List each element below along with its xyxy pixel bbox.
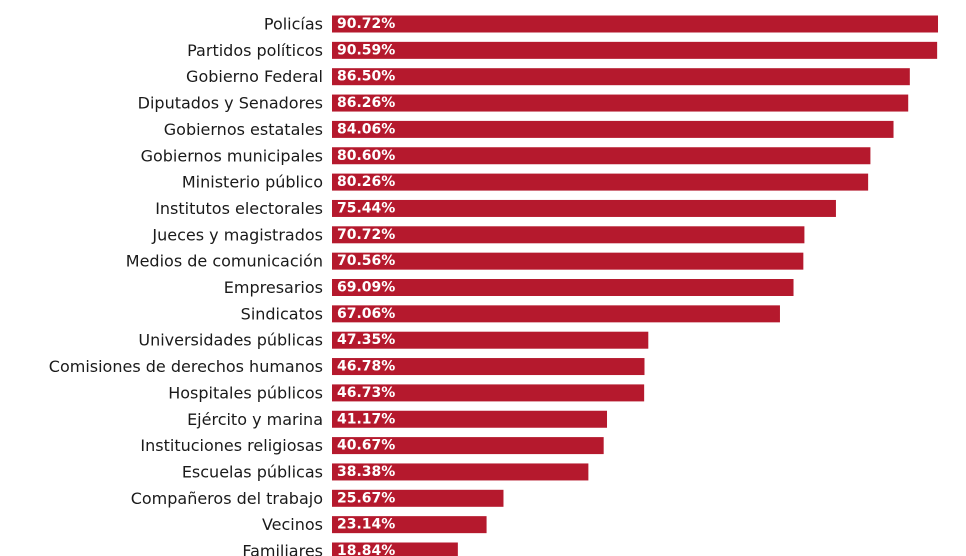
value-label: 86.26% <box>337 95 395 111</box>
bar-row: Medios de comunicación 70.56% <box>126 252 804 271</box>
category-label: Ejército y marina <box>187 410 323 429</box>
bar-row: Partidos políticos 90.59% <box>187 41 938 60</box>
category-label: Ministerio público <box>182 173 323 192</box>
bar <box>332 252 804 270</box>
bar <box>332 68 910 86</box>
bar-row: Gobierno Federal 86.50% <box>186 67 910 86</box>
bar-row: Ministerio público 80.26% <box>182 173 869 192</box>
bar-row: Diputados y Senadores 86.26% <box>138 94 909 113</box>
bar <box>332 199 836 217</box>
category-label: Compañeros del trabajo <box>131 489 323 508</box>
category-label: Gobiernos estatales <box>164 120 323 139</box>
value-label: 80.26% <box>337 174 395 190</box>
bar <box>332 358 645 376</box>
category-label: Empresarios <box>224 278 323 297</box>
bar <box>332 94 909 112</box>
bar-row: Gobiernos estatales 84.06% <box>164 120 894 139</box>
bar <box>332 463 589 481</box>
value-label: 70.56% <box>337 253 395 269</box>
bar <box>332 173 869 191</box>
category-label: Jueces y magistrados <box>151 225 323 244</box>
bar-row: Comisiones de derechos humanos 46.78% <box>49 357 645 376</box>
category-label: Medios de comunicación <box>126 252 323 271</box>
category-label: Sindicatos <box>241 304 323 323</box>
category-label: Familiares <box>242 542 323 556</box>
bar-row: Escuelas públicas 38.38% <box>182 462 589 481</box>
category-label: Vecinos <box>262 515 323 534</box>
category-label: Gobierno Federal <box>186 67 323 86</box>
value-label: 23.14% <box>337 517 395 533</box>
bar-row: Ejército y marina 41.17% <box>187 410 608 429</box>
bar <box>332 15 939 33</box>
bar <box>332 147 871 165</box>
bar-row: Policías 90.72% <box>264 15 939 34</box>
value-label: 69.09% <box>337 280 395 296</box>
value-label: 38.38% <box>337 464 395 480</box>
category-label: Policías <box>264 15 323 34</box>
category-label: Diputados y Senadores <box>138 94 323 113</box>
category-label: Gobiernos municipales <box>141 146 323 165</box>
value-label: 18.84% <box>337 543 395 556</box>
bar-row: Universidades públicas 47.35% <box>138 331 649 350</box>
bar <box>332 516 487 534</box>
bar <box>332 410 608 428</box>
bar-row: Empresarios 69.09% <box>224 278 794 297</box>
value-label: 70.72% <box>337 227 395 243</box>
bar-row: Instituciones religiosas 40.67% <box>140 436 604 455</box>
value-label: 80.60% <box>337 148 395 164</box>
value-label: 90.72% <box>337 16 395 32</box>
bar <box>332 120 894 138</box>
category-label: Universidades públicas <box>138 331 323 350</box>
bar <box>332 437 604 455</box>
value-label: 47.35% <box>337 332 395 348</box>
value-label: 86.50% <box>337 69 395 85</box>
value-label: 25.67% <box>337 490 395 506</box>
value-label: 46.78% <box>337 359 395 375</box>
bar <box>332 279 794 296</box>
value-label: 67.06% <box>337 306 395 322</box>
value-label: 90.59% <box>337 42 395 58</box>
bar <box>332 331 649 349</box>
value-label: 75.44% <box>337 200 395 216</box>
bar-row: Gobiernos municipales 80.60% <box>141 146 871 165</box>
bar-row: Vecinos 23.14% <box>262 515 487 534</box>
bar <box>332 226 805 244</box>
bar-row: Institutos electorales 75.44% <box>155 199 836 218</box>
bar-row: Sindicatos 67.06% <box>241 304 780 323</box>
value-label: 46.73% <box>337 385 395 401</box>
bar <box>332 542 458 556</box>
bar-row: Compañeros del trabajo 25.67% <box>131 489 504 508</box>
category-label: Escuelas públicas <box>182 462 323 481</box>
value-label: 84.06% <box>337 121 395 137</box>
bar <box>332 305 780 323</box>
category-label: Institutos electorales <box>155 199 323 218</box>
value-label: 41.17% <box>337 411 395 427</box>
bar-row: Jueces y magistrados 70.72% <box>151 225 805 244</box>
category-label: Hospitales públicos <box>168 383 323 402</box>
bar-row: Familiares 18.84% <box>242 542 458 556</box>
bar <box>332 489 504 507</box>
category-label: Instituciones religiosas <box>140 436 323 455</box>
bar-row: Hospitales públicos 46.73% <box>168 383 645 402</box>
bar <box>332 384 645 402</box>
category-label: Comisiones de derechos humanos <box>49 357 323 376</box>
category-label: Partidos políticos <box>187 41 323 60</box>
value-label: 40.67% <box>337 438 395 454</box>
bar <box>332 41 938 59</box>
